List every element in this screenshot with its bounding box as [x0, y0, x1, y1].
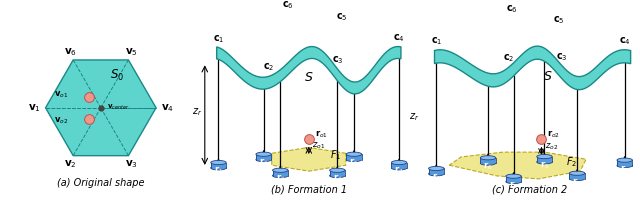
Polygon shape — [435, 46, 630, 90]
Text: $\mathbf{c}_4$: $\mathbf{c}_4$ — [393, 32, 405, 44]
Text: $\mathbf{c}_6$: $\mathbf{c}_6$ — [506, 3, 518, 15]
Text: $\mathbf{r}_{o2}$: $\mathbf{r}_{o2}$ — [547, 129, 561, 140]
Text: $\mathbf{r}_6$: $\mathbf{r}_6$ — [259, 157, 268, 168]
Ellipse shape — [330, 173, 345, 178]
Ellipse shape — [346, 157, 362, 162]
Ellipse shape — [617, 163, 632, 168]
Polygon shape — [217, 47, 401, 94]
Ellipse shape — [330, 168, 345, 172]
Text: $z_{o1}$: $z_{o1}$ — [312, 141, 326, 151]
Text: $\mathbf{c}_3$: $\mathbf{c}_3$ — [556, 51, 568, 63]
Text: $\mathbf{r}_1$: $\mathbf{r}_1$ — [431, 171, 441, 183]
Text: $\mathbf{v}_2$: $\mathbf{v}_2$ — [64, 158, 77, 170]
Text: $\mathbf{r}_2$: $\mathbf{r}_2$ — [509, 179, 518, 191]
Polygon shape — [256, 154, 271, 160]
Ellipse shape — [506, 180, 521, 184]
Ellipse shape — [429, 172, 444, 176]
Text: $S$: $S$ — [304, 71, 314, 84]
Text: $z_r$: $z_r$ — [191, 106, 202, 118]
Ellipse shape — [256, 152, 271, 156]
Polygon shape — [480, 158, 496, 163]
Text: $\mathbf{v}_1$: $\mathbf{v}_1$ — [28, 102, 41, 114]
Text: $\mathbf{c}_5$: $\mathbf{c}_5$ — [554, 14, 565, 26]
Text: $\mathbf{c}_1$: $\mathbf{c}_1$ — [431, 35, 442, 47]
Text: $\mathbf{r}_2$: $\mathbf{r}_2$ — [276, 173, 285, 184]
Polygon shape — [570, 173, 585, 179]
Text: $z_{o2}$: $z_{o2}$ — [545, 142, 558, 152]
Ellipse shape — [537, 155, 552, 159]
Text: $\mathbf{v}_{center}$: $\mathbf{v}_{center}$ — [108, 103, 130, 112]
Text: $S_0$: $S_0$ — [110, 68, 124, 83]
Polygon shape — [506, 176, 521, 182]
Text: $\mathbf{r}_1$: $\mathbf{r}_1$ — [214, 164, 223, 176]
Text: $\mathbf{r}_4$: $\mathbf{r}_4$ — [394, 164, 404, 176]
Ellipse shape — [273, 173, 288, 178]
Ellipse shape — [256, 157, 271, 162]
Text: $\mathbf{c}_6$: $\mathbf{c}_6$ — [282, 0, 294, 11]
Ellipse shape — [273, 168, 288, 172]
Text: $\mathbf{r}_3$: $\mathbf{r}_3$ — [572, 176, 582, 188]
Polygon shape — [45, 60, 156, 156]
Polygon shape — [617, 160, 632, 166]
Text: $\mathbf{r}_{o1}$: $\mathbf{r}_{o1}$ — [315, 129, 328, 140]
Polygon shape — [392, 162, 407, 168]
Polygon shape — [211, 162, 226, 168]
Polygon shape — [272, 147, 346, 171]
Text: $\mathbf{c}_4$: $\mathbf{c}_4$ — [619, 35, 630, 47]
Text: $\mathbf{v}_5$: $\mathbf{v}_5$ — [125, 46, 138, 58]
Text: $\mathbf{r}_6$: $\mathbf{r}_6$ — [483, 161, 493, 172]
Ellipse shape — [617, 158, 632, 162]
Ellipse shape — [429, 166, 444, 171]
Ellipse shape — [570, 171, 585, 175]
Text: $\mathbf{c}_1$: $\mathbf{c}_1$ — [212, 33, 224, 45]
Text: $\mathbf{c}_2$: $\mathbf{c}_2$ — [503, 52, 515, 64]
Polygon shape — [429, 168, 444, 174]
Ellipse shape — [537, 160, 552, 164]
Text: $\mathbf{c}_3$: $\mathbf{c}_3$ — [332, 54, 343, 66]
Text: $S$: $S$ — [543, 70, 552, 83]
Text: $\mathbf{r}_3$: $\mathbf{r}_3$ — [333, 173, 342, 184]
Polygon shape — [346, 154, 362, 160]
Ellipse shape — [392, 160, 407, 165]
Text: $\mathbf{v}_4$: $\mathbf{v}_4$ — [161, 102, 173, 114]
Text: $\mathbf{r}_5$: $\mathbf{r}_5$ — [349, 157, 358, 168]
Text: $\mathbf{r}_4$: $\mathbf{r}_4$ — [620, 163, 630, 175]
Ellipse shape — [570, 177, 585, 181]
Text: (c) Formation 2: (c) Formation 2 — [492, 185, 567, 195]
Text: $\mathbf{v}_6$: $\mathbf{v}_6$ — [64, 46, 77, 58]
Ellipse shape — [211, 160, 226, 165]
Text: $\mathbf{c}_5$: $\mathbf{c}_5$ — [335, 11, 348, 23]
Text: $\mathbf{v}_{o2}$: $\mathbf{v}_{o2}$ — [54, 116, 68, 126]
Ellipse shape — [506, 174, 521, 178]
Text: $F_2$: $F_2$ — [566, 155, 577, 169]
Text: $\mathbf{r}_5$: $\mathbf{r}_5$ — [540, 160, 549, 171]
Text: (a) Original shape: (a) Original shape — [57, 178, 145, 188]
Text: $\mathbf{v}_3$: $\mathbf{v}_3$ — [125, 158, 138, 170]
Text: $\mathbf{c}_2$: $\mathbf{c}_2$ — [262, 62, 274, 73]
Polygon shape — [537, 157, 552, 162]
Polygon shape — [273, 170, 288, 176]
Ellipse shape — [480, 161, 496, 165]
Ellipse shape — [392, 166, 407, 170]
Polygon shape — [449, 152, 586, 179]
Text: (b) Formation 1: (b) Formation 1 — [271, 185, 347, 195]
Text: $F_1$: $F_1$ — [330, 148, 341, 162]
Ellipse shape — [211, 166, 226, 170]
Ellipse shape — [346, 152, 362, 156]
Text: $\mathbf{v}_{o1}$: $\mathbf{v}_{o1}$ — [54, 89, 68, 100]
Text: $z_r$: $z_r$ — [410, 111, 420, 123]
Ellipse shape — [480, 156, 496, 160]
Polygon shape — [330, 170, 345, 176]
